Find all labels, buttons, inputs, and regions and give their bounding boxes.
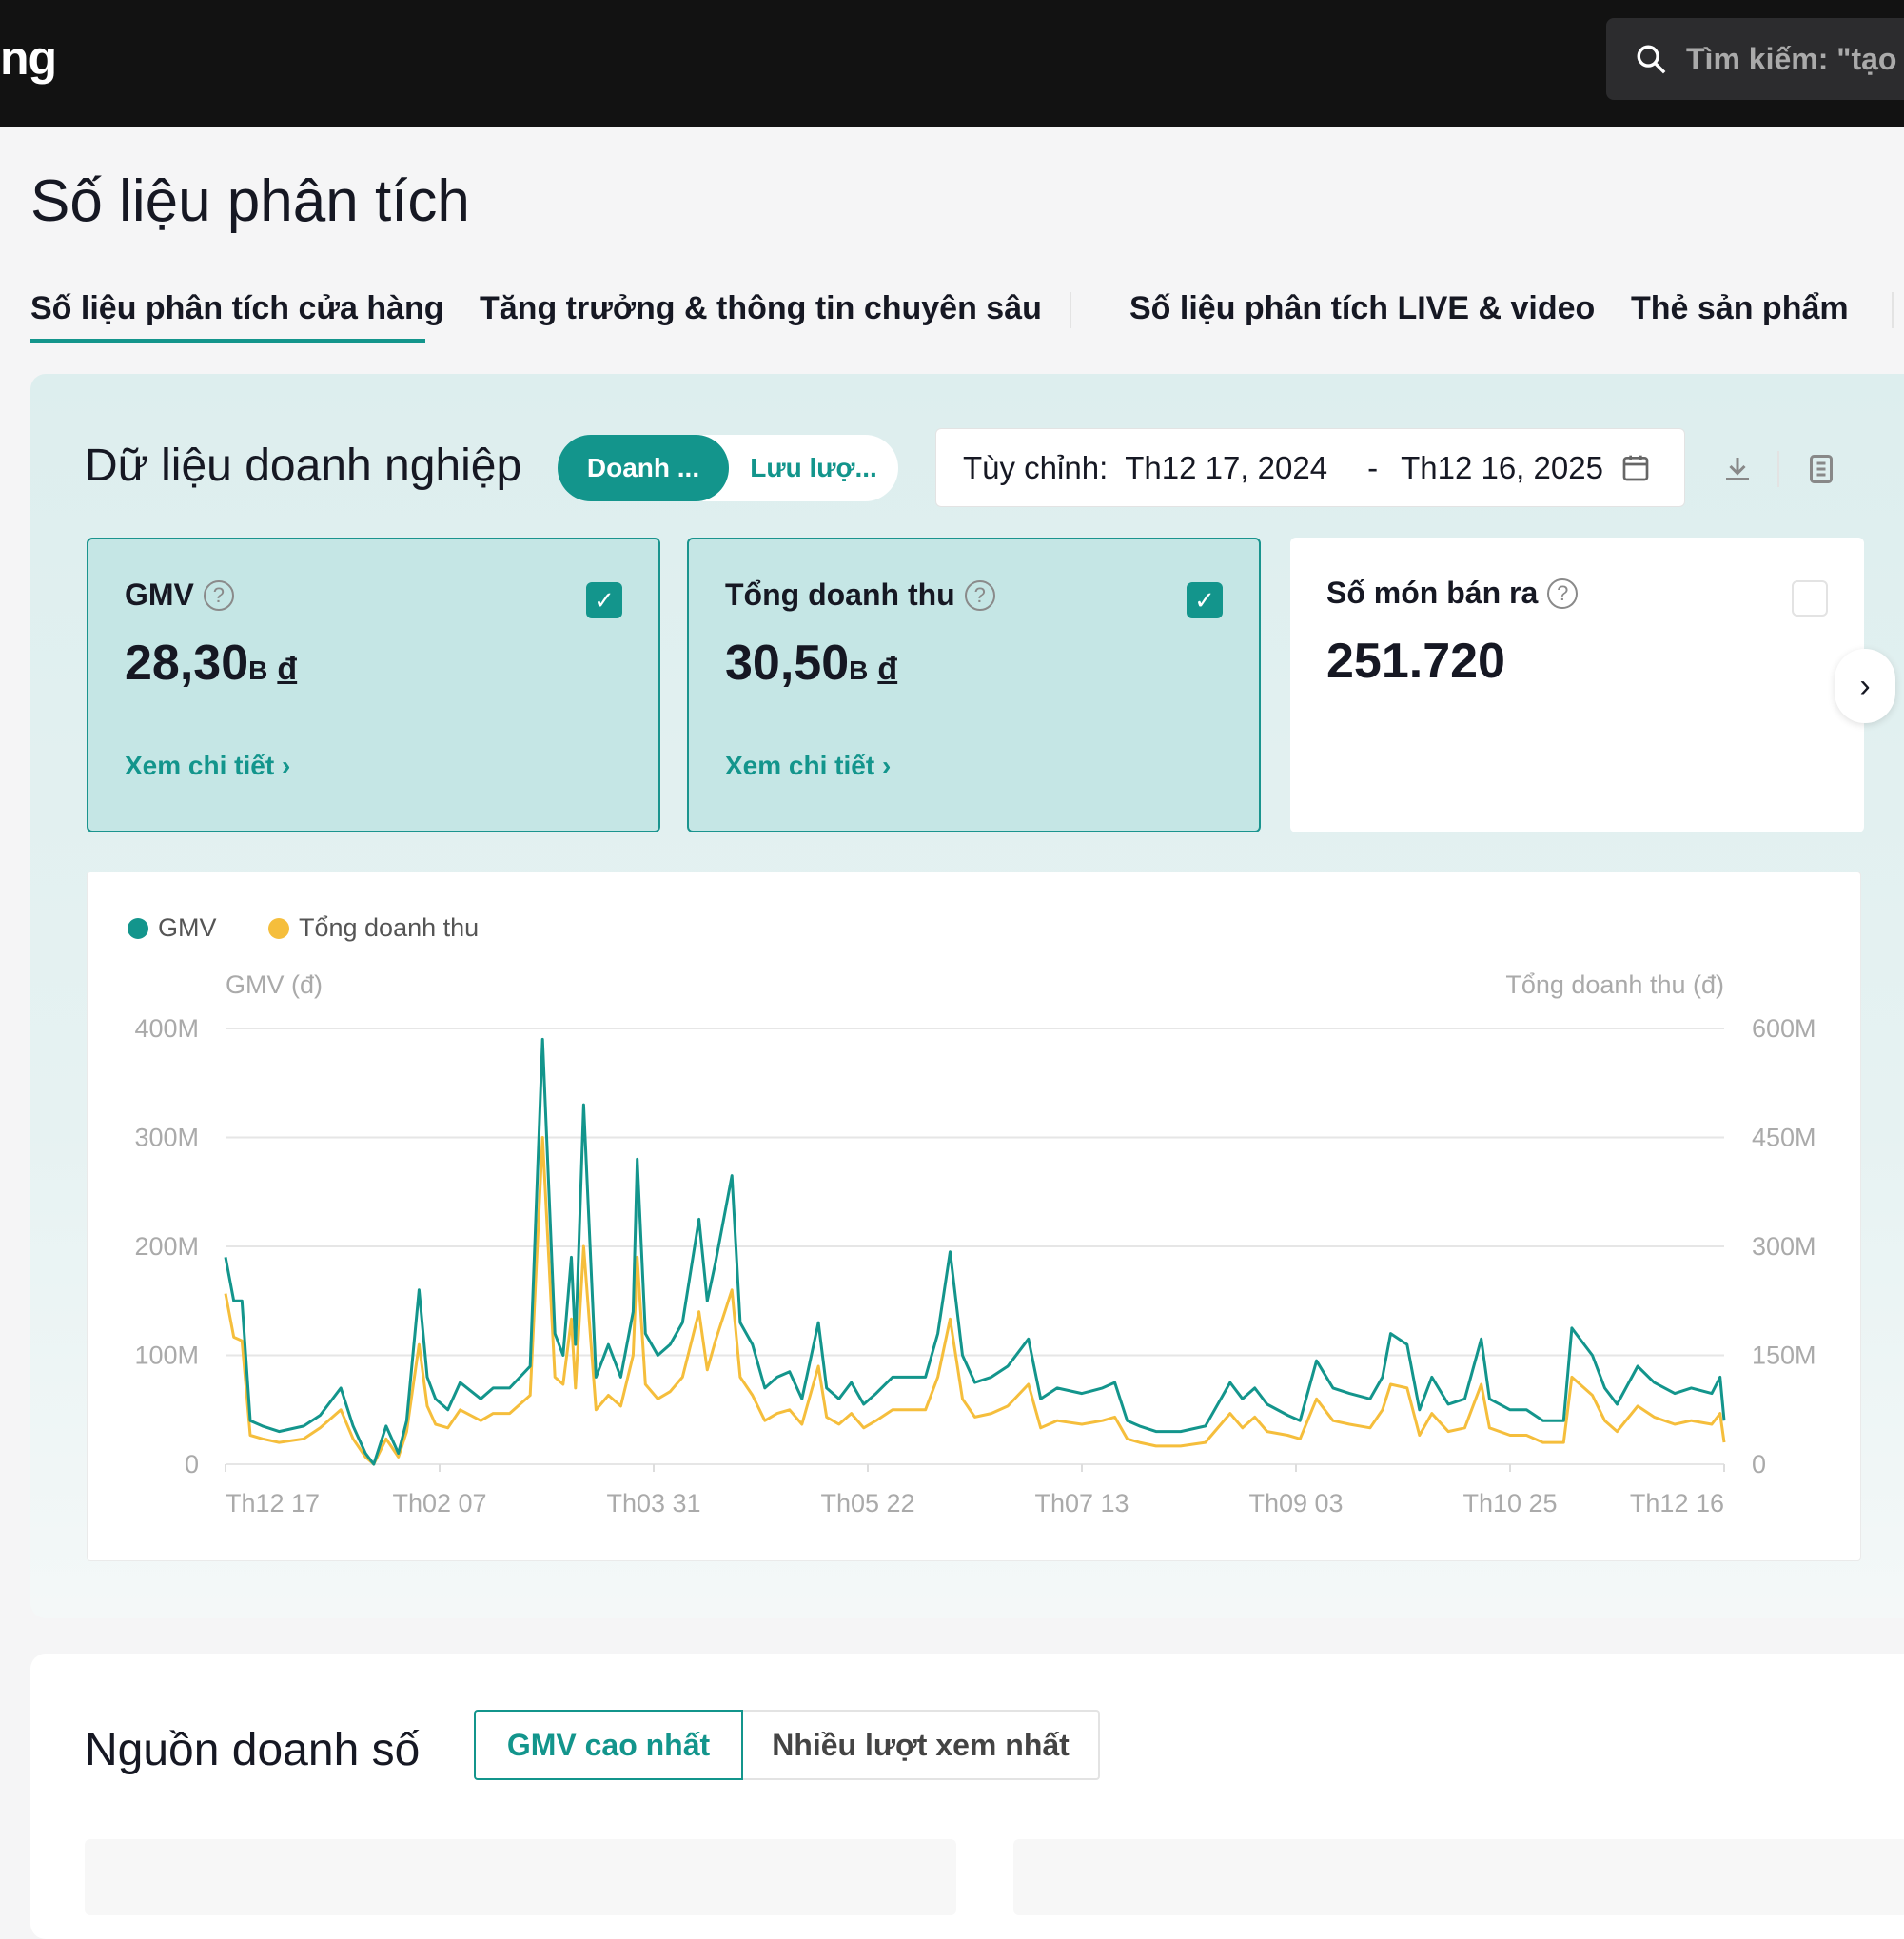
download-icon[interactable] [1720, 452, 1755, 486]
y-tick-label-right: 0 [1752, 1450, 1766, 1479]
help-icon[interactable]: ? [203, 579, 234, 611]
metric-card-items-sold[interactable]: Số món bán ra? 251.720 [1290, 538, 1864, 832]
metric-label: Tổng doanh thu [725, 578, 955, 612]
legend-label: GMV [158, 913, 217, 942]
report-icon[interactable] [1804, 452, 1838, 486]
y-tick-label-left: 400M [134, 1014, 199, 1043]
metric-unit: B [248, 656, 268, 685]
brand-title: ng [0, 31, 57, 85]
y-tick-label-left: 300M [134, 1124, 199, 1152]
y-axis-title-right: Tổng doanh thu (đ) [1505, 970, 1724, 999]
search-input[interactable]: Tìm kiếm: "tạo [1606, 18, 1904, 100]
toggle-traffic[interactable]: Lưu lượ... [750, 453, 877, 482]
gmv-revenue-line-chart: GMV (đ) Tổng doanh thu (đ) 0 0 100M 150M 200M 3… [134, 970, 1816, 1518]
y-tick-label-left: 200M [134, 1232, 199, 1261]
x-tick-label: Th05 22 [820, 1489, 914, 1518]
sales-source-card [1013, 1839, 1904, 1915]
page-title: Số liệu phân tích [30, 168, 470, 234]
checkbox-checked[interactable]: ✓ [1187, 582, 1223, 618]
toggle-revenue[interactable]: Doanh ... [558, 435, 729, 501]
top-bar [0, 0, 1904, 127]
calendar-icon [1622, 455, 1649, 480]
checkbox-checked[interactable]: ✓ [586, 582, 622, 618]
tab-store-analytics[interactable]: Số liệu phân tích cửa hàng [30, 290, 444, 326]
y-tick-label-right: 450M [1752, 1124, 1816, 1152]
currency-symbol: đ [877, 651, 898, 687]
business-data-title: Dữ liệu doanh nghiệp [85, 441, 522, 491]
metric-value: 28,30 [125, 636, 249, 691]
metric-label: GMV [125, 578, 194, 612]
tab-live-video-analytics[interactable]: Số liệu phân tích LIVE & video [1129, 290, 1596, 326]
metric-value: 251.720 [1326, 634, 1505, 689]
x-tick-label: Th10 25 [1462, 1489, 1557, 1518]
x-tick-label: Th03 31 [606, 1489, 700, 1518]
currency-symbol: đ [277, 651, 298, 687]
x-tick-label: Th12 17 [226, 1489, 320, 1518]
date-range-picker[interactable]: Tùy chỉnh: Th12 17, 2024 - Th12 16, 2025 [935, 428, 1685, 507]
metric-card-gmv[interactable]: GMV? ✓ 28,30B đ Xem chi tiết › [87, 538, 660, 832]
help-icon[interactable]: ? [964, 579, 995, 611]
metric-unit: B [849, 656, 869, 685]
checkbox-unchecked[interactable] [1792, 580, 1828, 617]
x-tick-label: Th12 16 [1630, 1489, 1724, 1518]
metric-value: 30,50 [725, 636, 850, 691]
series-line-gmv [224, 1037, 1726, 1466]
y-tick-label-left: 0 [185, 1450, 199, 1479]
metric-type-toggle: Doanh ... Lưu lượ... [558, 435, 898, 501]
tab-divider [1892, 292, 1894, 328]
sales-source-card [85, 1839, 956, 1915]
legend-dot-revenue [268, 917, 289, 939]
y-tick-label-left: 100M [134, 1342, 199, 1370]
tab-top-gmv[interactable]: GMV cao nhất [474, 1710, 743, 1780]
metric-card-total-revenue[interactable]: Tổng doanh thu? ✓ 30,50B đ Xem chi tiết › [687, 538, 1261, 832]
view-details-link[interactable]: Xem chi tiết › [125, 751, 291, 780]
metric-label: Số món bán ra [1326, 576, 1539, 610]
tab-divider [1070, 292, 1071, 328]
legend-dot-gmv [128, 917, 148, 939]
tab-most-viewed[interactable]: Nhiều lượt xem nhất [743, 1710, 1100, 1780]
y-axis-title-left: GMV (đ) [226, 970, 323, 999]
search-placeholder: Tìm kiếm: "tạo [1686, 41, 1897, 76]
help-icon[interactable]: ? [1547, 578, 1579, 609]
legend-gmv[interactable]: GMV [128, 913, 217, 943]
sales-source-tabs: GMV cao nhất Nhiều lượt xem nhất [474, 1710, 1100, 1780]
legend-label: Tổng doanh thu [299, 913, 480, 942]
search-icon [1637, 45, 1666, 74]
active-tab-indicator [30, 339, 425, 343]
date-end: Th12 16, 2025 [1401, 449, 1603, 485]
chevron-right-icon[interactable]: › [1835, 649, 1895, 723]
tab-growth-insights[interactable]: Tăng trưởng & thông tin chuyên sâu [480, 290, 1042, 326]
series-line-total-revenue [224, 1136, 1726, 1466]
y-tick-label-right: 300M [1752, 1232, 1816, 1261]
toolbar-divider [1777, 451, 1779, 487]
x-tick-label: Th07 13 [1034, 1489, 1129, 1518]
x-tick-label: Th09 03 [1248, 1489, 1343, 1518]
view-details-link[interactable]: Xem chi tiết › [725, 751, 892, 780]
y-tick-label-right: 150M [1752, 1342, 1816, 1370]
date-separator: - [1367, 449, 1379, 485]
legend-revenue[interactable]: Tổng doanh thu [268, 913, 479, 943]
date-range-label: Tùy chỉnh: [963, 449, 1109, 485]
x-tick-label: Th02 07 [392, 1489, 486, 1518]
sales-source-title: Nguồn doanh số [85, 1725, 421, 1775]
y-tick-label-right: 600M [1752, 1014, 1816, 1043]
tab-product-card[interactable]: Thẻ sản phẩm [1631, 290, 1849, 326]
date-start: Th12 17, 2024 [1125, 449, 1328, 485]
